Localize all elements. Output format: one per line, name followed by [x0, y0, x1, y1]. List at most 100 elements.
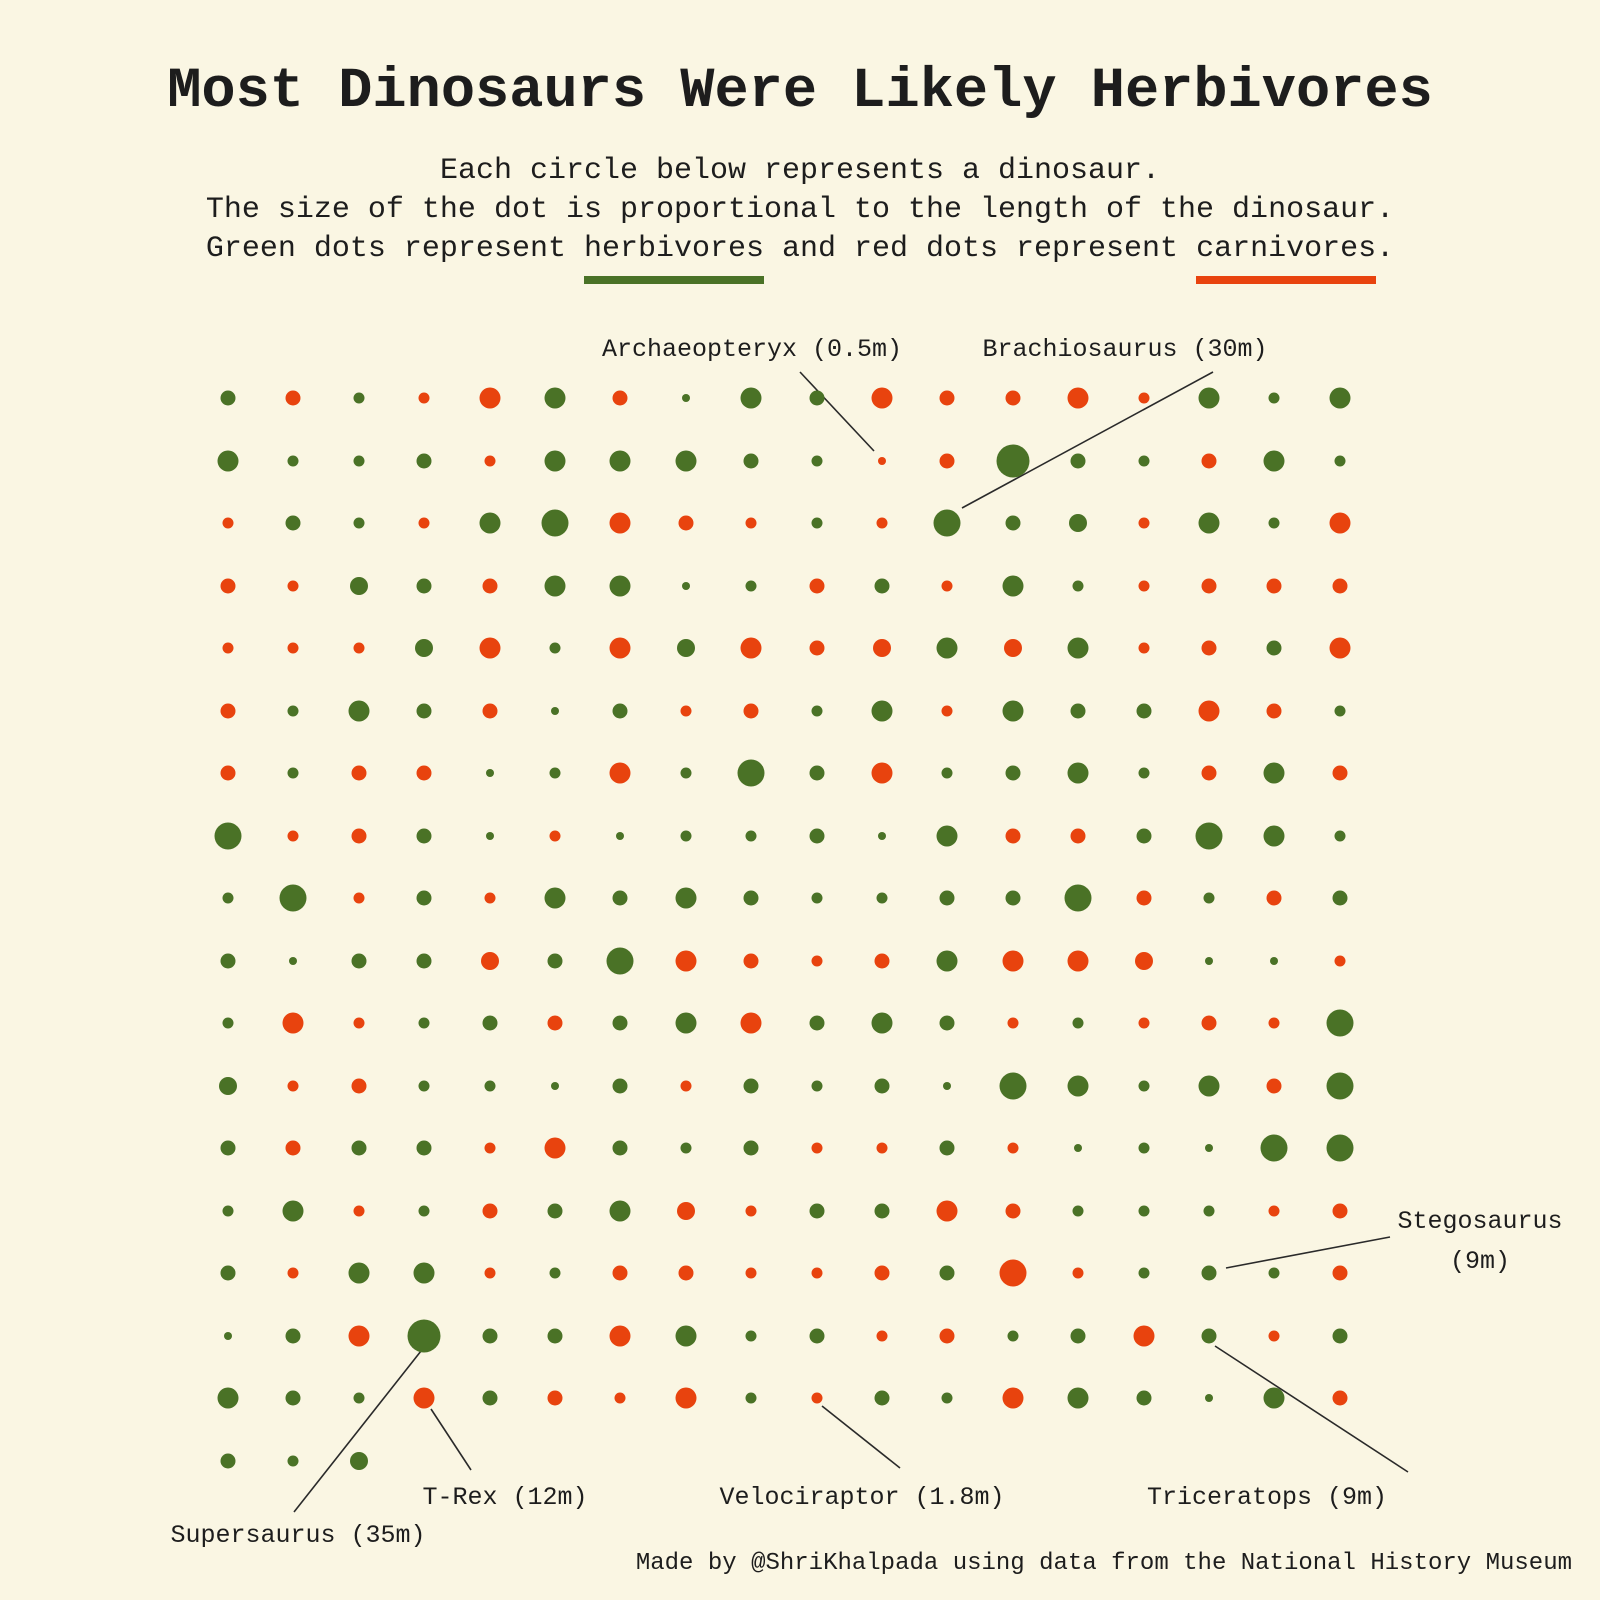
dinosaur-dot-carnivore — [287, 642, 299, 654]
dinosaur-dot-herbivore — [1072, 1205, 1084, 1216]
dinosaur-dot-herbivore — [287, 767, 299, 779]
dinosaur-dot-carnivore — [941, 705, 953, 716]
dinosaur-dot-herbivore — [353, 1392, 365, 1404]
dinosaur-dot-herbivore — [745, 580, 757, 591]
dinosaur-dot-carnivore — [1201, 578, 1217, 593]
dinosaur-dot-carnivore — [222, 517, 234, 529]
dinosaur-dot-carnivore — [811, 1392, 823, 1404]
dinosaur-dot-carnivore — [999, 1259, 1027, 1287]
dinosaur-dot-carnivore — [418, 392, 430, 404]
dinosaur-dot-carnivore — [1266, 890, 1282, 906]
dinosaur-dot-carnivore — [484, 1142, 496, 1154]
dinosaur-dot-carnivore — [1268, 1330, 1280, 1341]
dinosaur-dot-herbivore — [737, 759, 765, 787]
dinosaur-dot-carnivore — [1201, 640, 1217, 656]
dinosaur-dot-herbivore — [549, 1267, 561, 1279]
dinosaur-dot-herbivore — [224, 1331, 232, 1340]
dinosaur-dot-herbivore — [871, 1012, 893, 1034]
subtitle-line1: Each circle below represents a dinosaur. — [439, 154, 1161, 188]
dinosaur-dot-carnivore — [939, 1328, 955, 1343]
dinosaur-dot-herbivore — [675, 1012, 697, 1034]
dinosaur-dot-herbivore — [1070, 703, 1086, 718]
dinosaur-dot-carnivore — [1072, 1267, 1084, 1279]
dinosaur-dot-carnivore — [811, 1267, 823, 1279]
dinosaur-dot-carnivore — [811, 1142, 823, 1154]
dinosaur-dot-herbivore — [285, 1390, 301, 1406]
dinosaur-dot-herbivore — [1198, 1075, 1220, 1096]
dinosaur-dot-carnivore — [809, 640, 825, 656]
dinosaur-dot-herbivore — [349, 576, 368, 595]
dinosaur-dot-herbivore — [416, 890, 432, 906]
dinosaur-dot-herbivore — [1326, 1072, 1354, 1099]
dinosaur-dot-herbivore — [609, 575, 631, 596]
dinosaur-dot-herbivore — [874, 1078, 890, 1093]
dinosaur-dot-carnivore — [1070, 828, 1086, 843]
dinosaur-dot-herbivore — [418, 1017, 430, 1029]
dinosaur-dot-carnivore — [936, 1200, 958, 1221]
dinosaur-dot-carnivore — [1138, 517, 1150, 529]
dinosaur-dot-herbivore — [743, 890, 759, 906]
dinosaur-dot-herbivore — [999, 1072, 1027, 1099]
dinosaur-dot-carnivore — [675, 950, 697, 971]
dinosaur-dot-herbivore — [681, 581, 690, 590]
dinosaur-dot-herbivore — [220, 953, 236, 968]
dinosaur-dot-herbivore — [809, 765, 825, 781]
dinosaur-dot-herbivore — [544, 887, 566, 909]
dinosaur-dot-herbivore — [1260, 1134, 1288, 1162]
dinosaur-dot-herbivore — [1138, 767, 1150, 779]
dinosaur-dot-herbivore — [1198, 387, 1220, 409]
dinosaur-dot-carnivore — [811, 955, 823, 966]
dinosaur-dot-herbivore — [287, 455, 299, 466]
dinosaur-dot-herbivore — [416, 828, 432, 843]
dinosaur-dot-herbivore — [217, 1387, 239, 1409]
dinosaur-dot-herbivore — [1067, 1387, 1089, 1409]
dinosaur-dot-carnivore — [287, 1080, 299, 1091]
dinosaur-dot-herbivore — [1266, 640, 1282, 656]
dinosaur-dot-herbivore — [220, 390, 236, 406]
dinosaur-dot-herbivore — [484, 1080, 496, 1091]
dinosaur-dot-carnivore — [678, 1265, 694, 1281]
dinosaur-dot-herbivore — [222, 1205, 234, 1216]
dinosaur-dot-herbivore — [544, 575, 566, 596]
dinosaur-dot-carnivore — [351, 828, 367, 843]
dinosaur-dot-herbivore — [740, 387, 762, 409]
attribution-footer: Made by @ShriKhalpada using data from th… — [635, 1550, 1572, 1577]
dinosaur-dot-herbivore — [874, 578, 890, 593]
dinosaur-dot-herbivore — [675, 887, 697, 909]
dinosaur-dot-herbivore — [809, 1203, 825, 1218]
dinosaur-dot-carnivore — [418, 517, 430, 529]
dinosaur-dot-herbivore — [222, 892, 234, 904]
dinosaur-dot-herbivore — [996, 444, 1030, 477]
dinosaur-dot-carnivore — [745, 517, 757, 529]
dinosaur-dot-herbivore — [416, 578, 432, 593]
dinosaur-dot-herbivore — [680, 1142, 692, 1154]
dinosaur-dot-herbivore — [287, 1455, 299, 1466]
dinosaur-dot-carnivore — [740, 637, 762, 659]
dinosaur-dot-herbivore — [1198, 512, 1220, 534]
dinosaur-dot-herbivore — [1195, 822, 1223, 849]
subtitle: Each circle below represents a dinosaur.… — [0, 152, 1600, 284]
dinosaur-dot-herbivore — [1268, 392, 1280, 404]
dinosaur-dot-herbivore — [1138, 1080, 1150, 1091]
dinosaur-dot-carnivore — [1138, 642, 1150, 654]
dinosaur-dot-herbivore — [616, 831, 625, 840]
dinosaur-dot-carnivore — [1002, 1387, 1024, 1409]
dinosaur-dot-carnivore — [675, 1387, 697, 1409]
dinosaur-dot-herbivore — [612, 1140, 628, 1156]
dinosaur-dot-herbivore — [1334, 705, 1346, 716]
dinosaur-dot-herbivore — [606, 947, 634, 974]
dinosaur-dot-carnivore — [353, 892, 365, 904]
annotation-label-brachiosaurus: Brachiosaurus (30m) — [982, 330, 1267, 370]
dinosaur-dot-herbivore — [551, 706, 559, 715]
dinosaur-dot-carnivore — [874, 1265, 890, 1281]
dinosaur-dot-herbivore — [1332, 1328, 1348, 1343]
page-title: Most Dinosaurs Were Likely Herbivores — [167, 60, 1433, 124]
dinosaur-dot-carnivore — [1201, 1015, 1217, 1031]
dinosaur-dot-herbivore — [549, 642, 561, 654]
dinosaur-dot-herbivore — [1205, 1144, 1213, 1152]
dinosaur-dot-herbivore — [1326, 1134, 1354, 1162]
annotation-label-t-rex: T-Rex (12m) — [422, 1478, 587, 1518]
dinosaur-dot-herbivore — [1005, 765, 1021, 781]
dinosaur-dot-herbivore — [1064, 884, 1092, 912]
dinosaur-dot-herbivore — [416, 703, 432, 718]
